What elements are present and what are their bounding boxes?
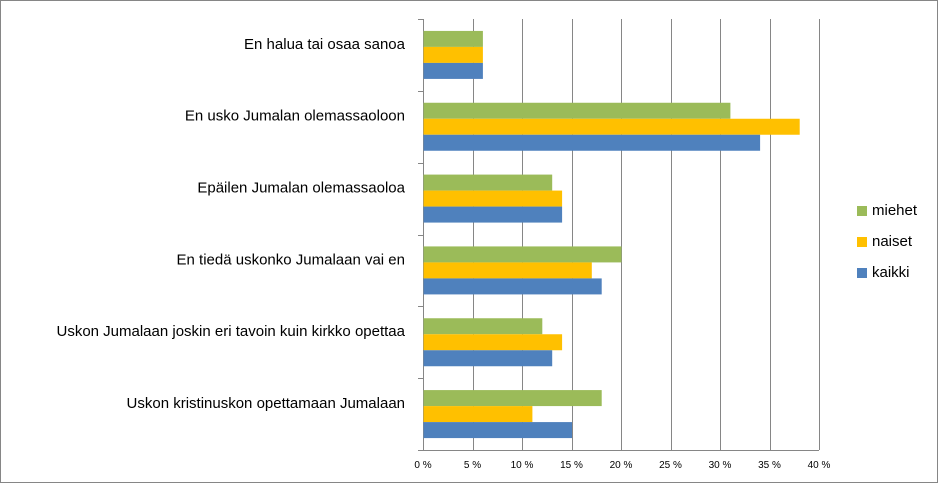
x-tick-label-0: 0 % [414, 460, 431, 471]
bar-kaikki-0 [423, 62, 483, 79]
legend-label-naiset: naiset [872, 233, 913, 250]
category-label-4: Uskon Jumalaan joskin eri tavoin kuin ki… [56, 323, 405, 340]
category-label-2: Epäilen Jumalan olemassaoloa [197, 180, 405, 197]
x-tick-label-4: 20 % [610, 460, 633, 471]
legend-swatch-miehet [857, 206, 867, 216]
bar-naiset-5 [423, 406, 533, 423]
bar-naiset-0 [423, 46, 483, 63]
x-tick-label-5: 25 % [659, 460, 682, 471]
bar-miehet-1 [423, 102, 731, 119]
x-tick-label-8: 40 % [808, 460, 831, 471]
bar-kaikki-4 [423, 350, 553, 367]
bar-kaikki-3 [423, 278, 602, 295]
legend-label-kaikki: kaikki [872, 264, 910, 281]
bar-naiset-2 [423, 190, 563, 207]
bar-miehet-0 [423, 30, 483, 47]
x-tick-label-3: 15 % [560, 460, 583, 471]
bar-miehet-3 [423, 246, 622, 263]
legend-swatch-kaikki [857, 268, 867, 278]
x-tick-label-1: 5 % [464, 460, 481, 471]
x-tick-label-6: 30 % [709, 460, 732, 471]
category-label-1: En usko Jumalan olemassaoloon [185, 108, 405, 125]
legend-swatch-naiset [857, 237, 867, 247]
bar-kaikki-5 [423, 422, 572, 439]
bar-naiset-4 [423, 334, 563, 351]
bar-kaikki-2 [423, 206, 563, 223]
legend-label-miehet: miehet [872, 202, 918, 219]
category-label-3: En tiedä uskonko Jumalaan vai en [177, 251, 405, 268]
bar-miehet-4 [423, 318, 543, 335]
x-tick-label-2: 10 % [511, 460, 534, 471]
bar-naiset-1 [423, 118, 800, 135]
category-label-0: En halua tai osaa sanoa [244, 36, 406, 53]
x-tick-label-7: 35 % [758, 460, 781, 471]
bar-naiset-3 [423, 262, 592, 279]
category-label-5: Uskon kristinuskon opettamaan Jumalaan [127, 395, 405, 412]
bar-miehet-2 [423, 174, 553, 191]
bar-kaikki-1 [423, 134, 761, 151]
bar-miehet-5 [423, 390, 602, 407]
